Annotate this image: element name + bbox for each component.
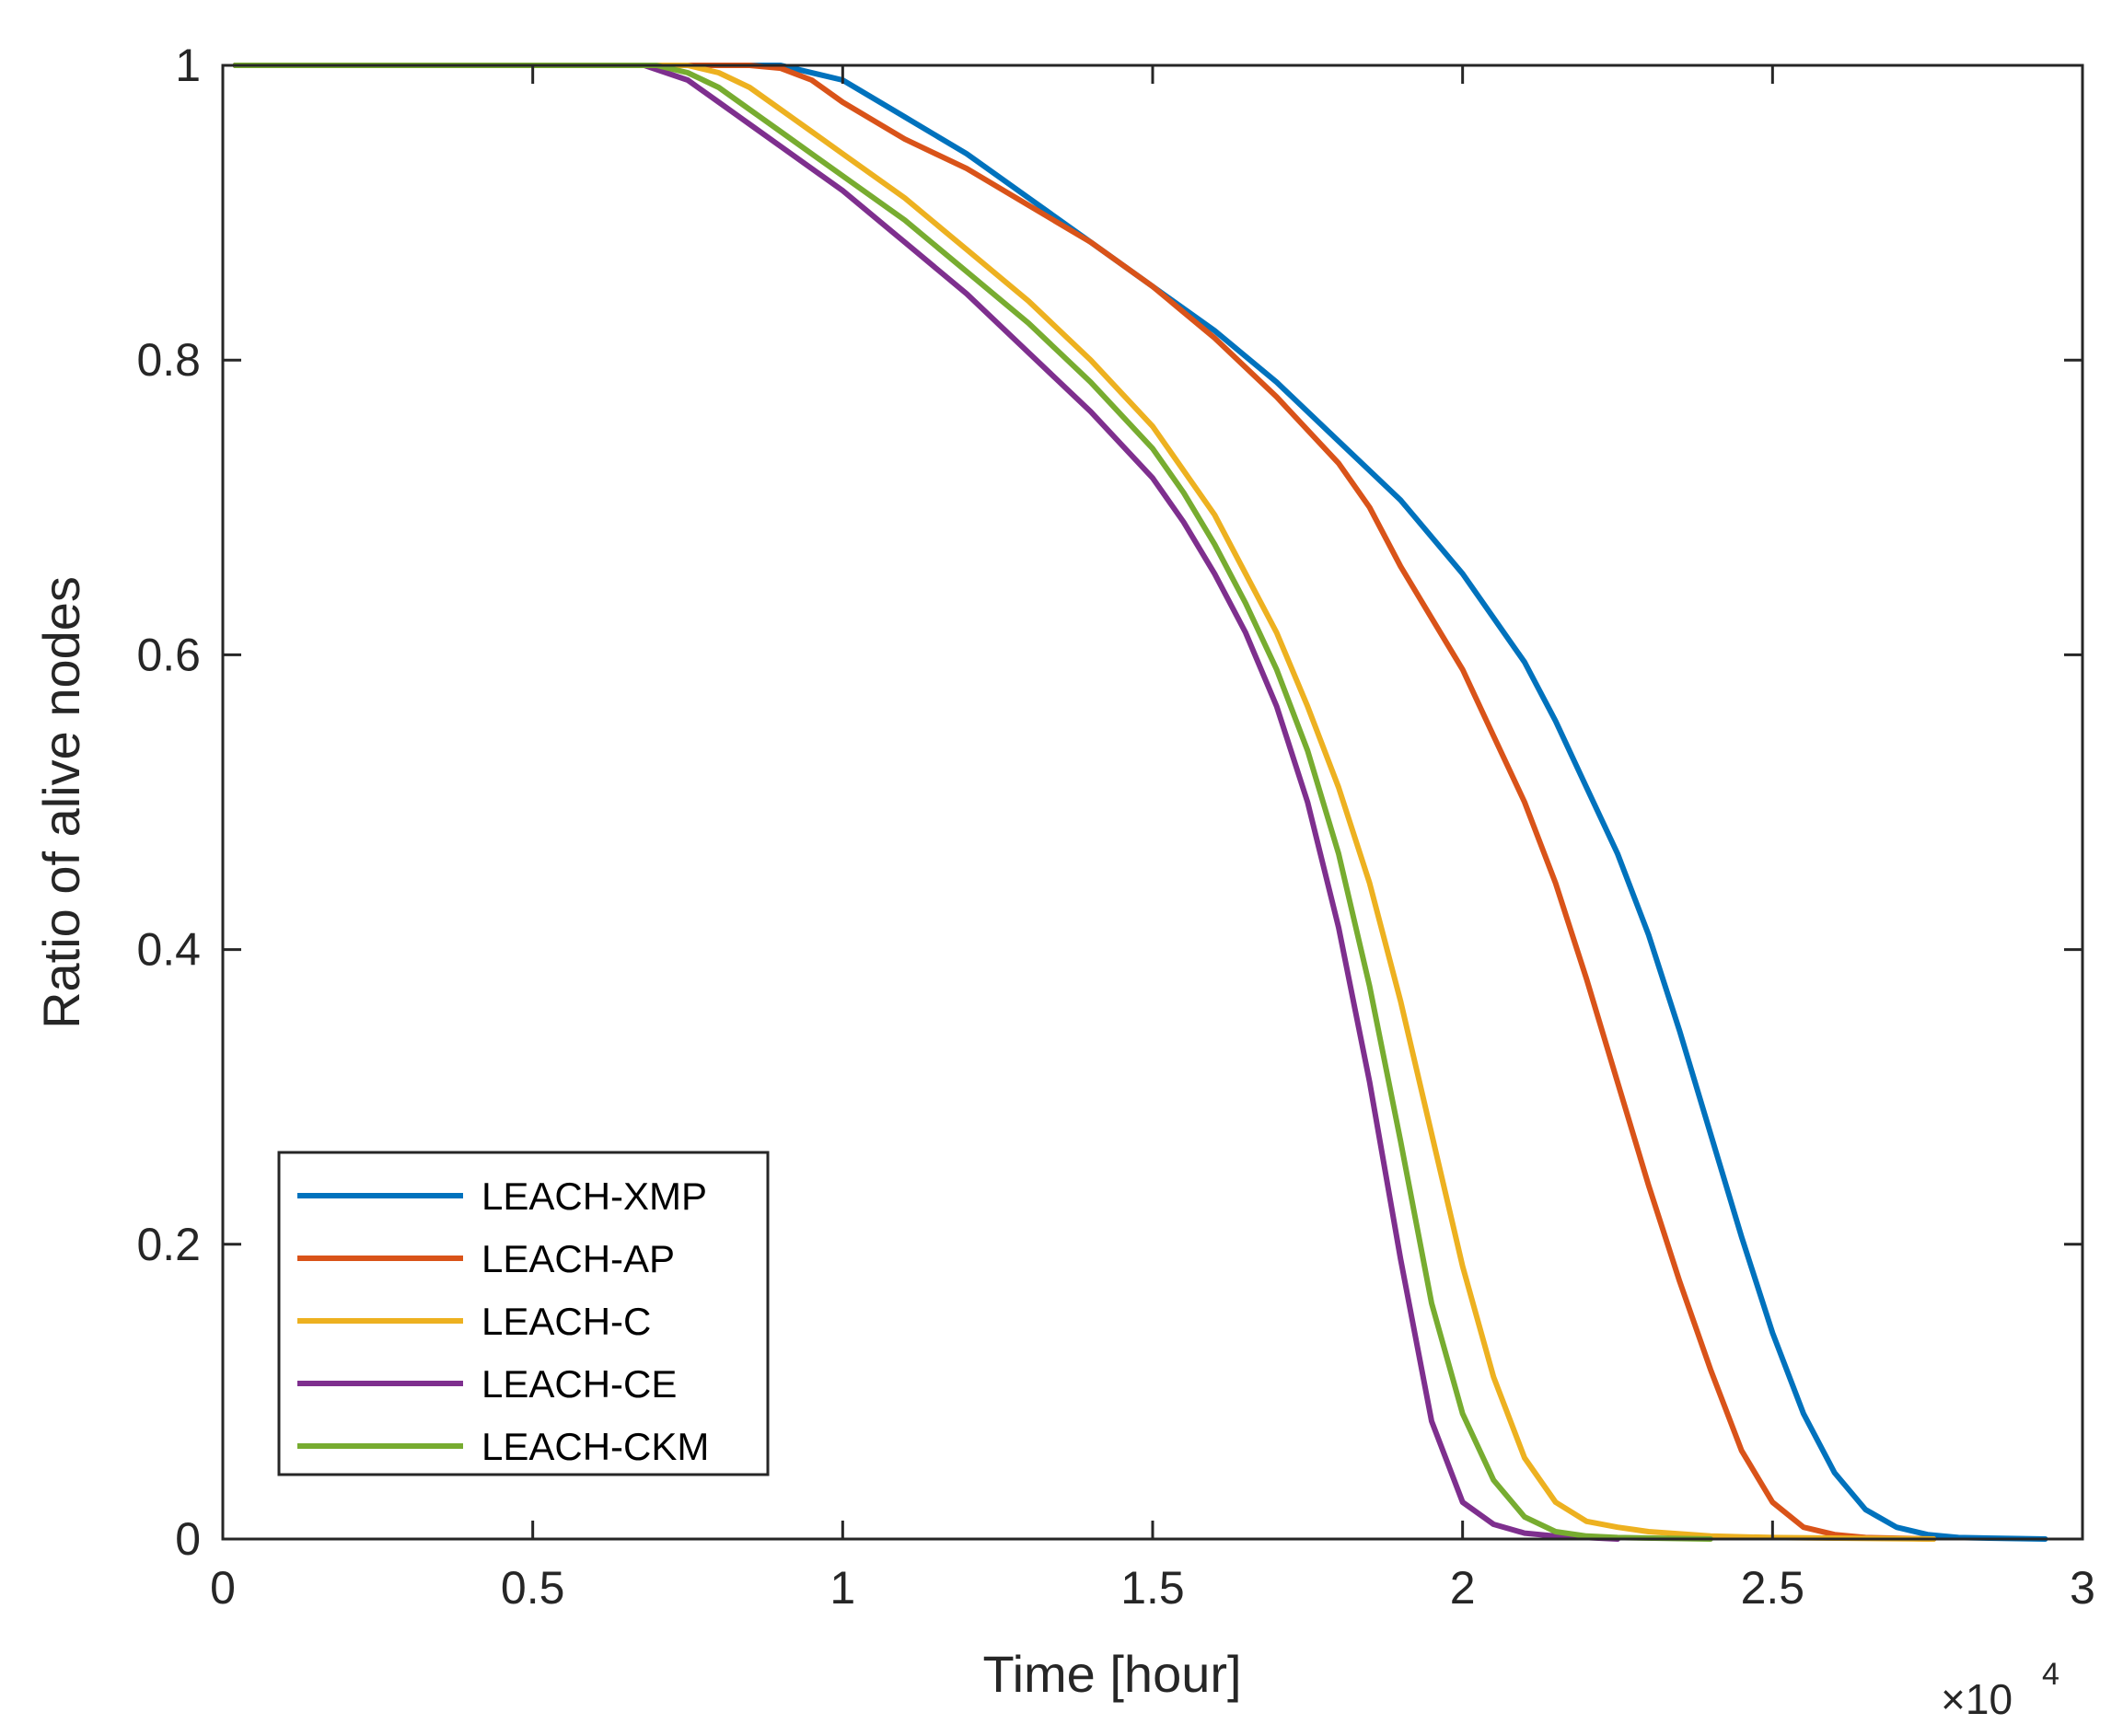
x-tick-label: 2 (1450, 1562, 1476, 1614)
legend-entries: LEACH-XMP LEACH-AP LEACH-C LEACH-CE LEACH-CK… (297, 1175, 709, 1468)
y-tick-label: 0.8 (136, 334, 201, 386)
x-exponent-label: ×10 4 (1941, 1657, 2059, 1723)
x-exponent-power: 4 (2042, 1657, 2059, 1692)
x-tick-label: 1 (829, 1562, 855, 1614)
x-exponent-base: ×10 (1941, 1675, 2013, 1723)
x-tick-label: 0 (210, 1562, 236, 1614)
legend-label-leach-c: LEACH-C (481, 1300, 651, 1343)
legend-box (277, 1151, 770, 1476)
legend: LEACH-XMP LEACH-AP LEACH-C LEACH-CE LEACH-CK… (277, 1151, 770, 1476)
x-tick-label: 1.5 (1120, 1562, 1185, 1614)
series-line-leach-ap (232, 63, 1937, 1542)
y-axis-label: Ratio of alive nodes (32, 576, 90, 1029)
legend-label-leach-ap: LEACH-AP (481, 1237, 675, 1280)
legend-label-leach-ckm: LEACH-CKM (481, 1425, 709, 1468)
legend-label-leach-xmp: LEACH-XMP (481, 1175, 707, 1218)
legend-label-leach-ce: LEACH-CE (481, 1362, 677, 1406)
x-tick-label: 2.5 (1741, 1562, 1805, 1614)
y-tick-label: 0.2 (136, 1219, 201, 1270)
tick-label-layer: 0 0.5 1 1.5 2 2.5 3 0 0.2 0.4 0.6 0.8 1 (136, 40, 2094, 1614)
series-line-leach-xmp (232, 63, 2048, 1542)
series-line-leach-c (232, 63, 1937, 1542)
y-tick-label: 0.4 (136, 924, 201, 976)
y-tick-label: 0.6 (136, 629, 201, 680)
x-tick-label: 3 (2070, 1562, 2095, 1614)
series-layer (232, 63, 2048, 1542)
x-tick-label: 0.5 (501, 1562, 565, 1614)
series-line-leach-ce (232, 63, 1620, 1542)
y-tick-label: 1 (175, 40, 201, 91)
x-axis-label: Time [hour] (982, 1645, 1241, 1703)
axes-layer (221, 64, 2084, 1541)
y-tick-label: 0 (175, 1513, 201, 1565)
series-line-leach-ckm (232, 63, 1713, 1542)
